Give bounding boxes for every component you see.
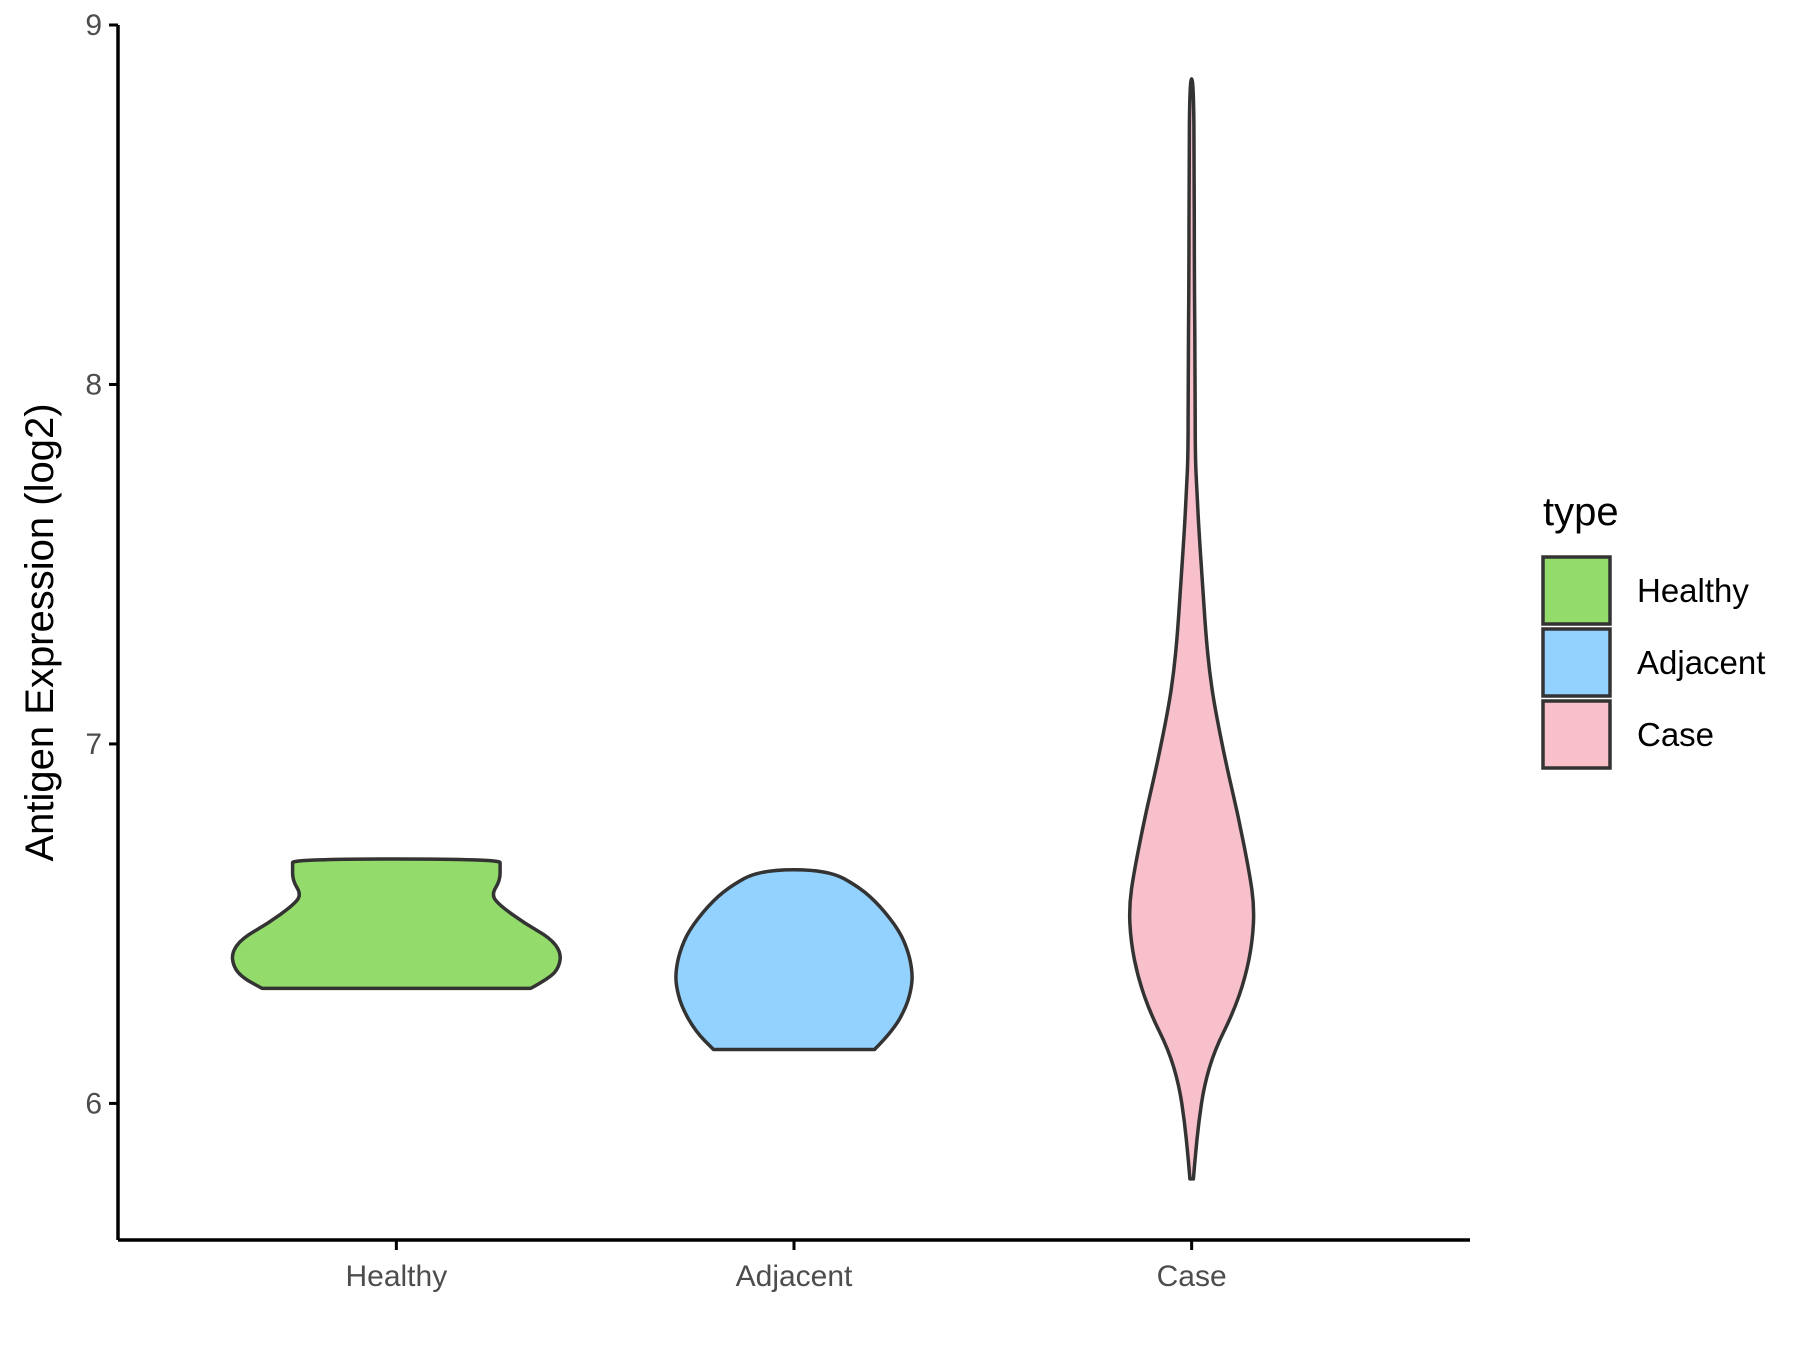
violin-case (1127, 77, 1256, 1181)
axes: 6 7 8 9 Healthy Adjacent Case (85, 9, 1470, 1293)
legend-label-case: Case (1637, 716, 1714, 753)
x-tick-label: Adjacent (736, 1260, 853, 1293)
legend-label-adjacent: Adjacent (1637, 644, 1765, 681)
legend-key-healthy (1541, 555, 1612, 626)
y-axis-title: Antigen Expression (log2) (18, 403, 62, 861)
x-tick-label: Healthy (345, 1260, 447, 1293)
legend-key-case (1541, 699, 1612, 770)
y-tick-label: 9 (85, 9, 102, 42)
legend-key-adjacent (1541, 627, 1612, 698)
violin-adjacent (674, 867, 914, 1052)
violin-healthy (230, 857, 562, 991)
legend-label-healthy: Healthy (1637, 572, 1749, 609)
plot-area (230, 77, 1256, 1181)
legend-title: type (1543, 490, 1619, 534)
y-tick-label: 7 (85, 728, 102, 761)
x-tick-label: Case (1157, 1260, 1227, 1293)
y-tick-label: 8 (85, 368, 102, 401)
legend: type Healthy Adjacent Case (1541, 490, 1765, 770)
y-tick-label: 6 (85, 1087, 102, 1120)
